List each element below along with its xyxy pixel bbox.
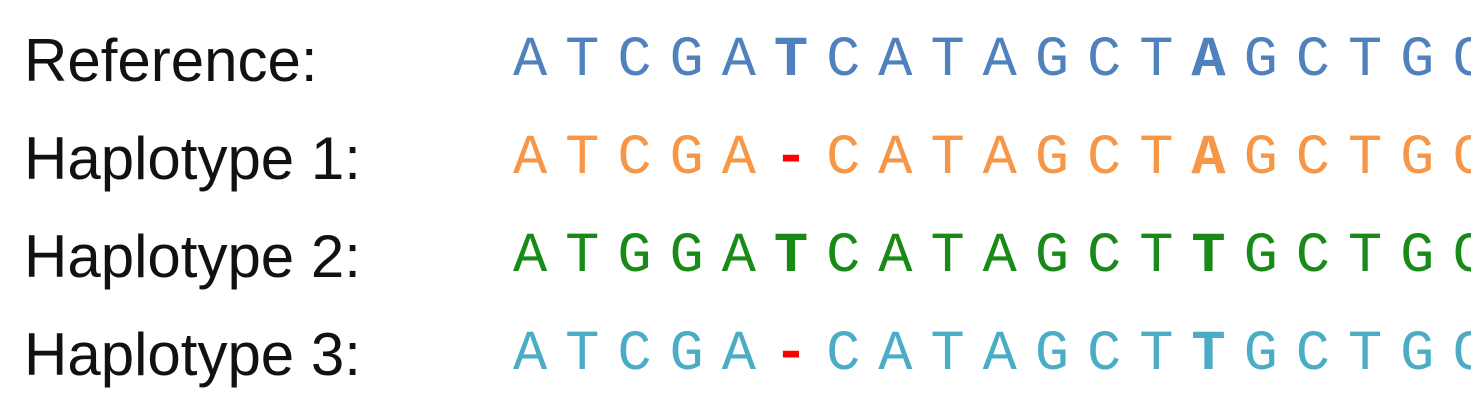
nucleotide-base: G	[1034, 323, 1070, 387]
nucleotide-base: A	[721, 323, 756, 387]
nucleotide-base: A	[878, 323, 913, 387]
nucleotide-base: A	[982, 29, 1017, 93]
nucleotide-base: G	[1400, 225, 1435, 289]
nucleotide-base: C	[1295, 29, 1331, 93]
variant-base: T	[1191, 225, 1226, 289]
nucleotide-base: C	[826, 323, 861, 387]
row-label-haplotype-1: Haplotype 1:	[24, 125, 361, 192]
nucleotide-base: C	[1295, 127, 1331, 191]
nucleotide-base: C	[1295, 225, 1331, 289]
nucleotide-base: A	[512, 225, 548, 289]
nucleotide-base: C	[826, 127, 861, 191]
nucleotide-base: C	[1087, 323, 1122, 387]
nucleotide-base: G	[1400, 127, 1435, 191]
nucleotide-base: A	[721, 29, 756, 93]
nucleotide-base: G	[617, 225, 652, 289]
nucleotide-base: A	[982, 127, 1017, 191]
nucleotide-base: T	[1139, 225, 1174, 289]
row-label-haplotype-3: Haplotype 3:	[24, 321, 361, 388]
nucleotide-base: T	[1347, 29, 1383, 93]
nucleotide-base: A	[982, 323, 1017, 387]
nucleotide-base: C	[617, 127, 652, 191]
variant-base: A	[1191, 29, 1226, 93]
nucleotide-base: G	[669, 127, 704, 191]
nucleotide-base: T	[1347, 127, 1383, 191]
nucleotide-base: C	[617, 29, 652, 93]
alignment-row-haplotype-2: Haplotype 2: ATGGATCATAGCTTGCTGCG	[0, 208, 1471, 306]
nucleotide-base: C	[826, 225, 861, 289]
nucleotide-base: C	[1087, 29, 1122, 93]
variant-base: T	[773, 225, 809, 289]
nucleotide-base: A	[878, 127, 913, 191]
nucleotide-base: G	[669, 225, 704, 289]
nucleotide-base: G	[669, 29, 704, 93]
nucleotide-base: C	[617, 323, 652, 387]
nucleotide-base: C	[1087, 127, 1122, 191]
nucleotide-base: T	[1139, 29, 1174, 93]
nucleotide-base: G	[1243, 225, 1278, 289]
nucleotide-base: C	[1452, 225, 1471, 289]
nucleotide-base: T	[930, 323, 965, 387]
nucleotide-base: G	[1400, 323, 1435, 387]
nucleotide-base: A	[512, 127, 548, 191]
nucleotide-base: G	[1243, 29, 1278, 93]
nucleotide-base: T	[930, 127, 965, 191]
nucleotide-base: C	[1087, 225, 1122, 289]
nucleotide-base: T	[1139, 323, 1174, 387]
nucleotide-base: A	[512, 323, 548, 387]
alignment-row-reference: Reference: ATCGATCATAGCTAGCTGCG	[0, 12, 1471, 110]
sequence-haplotype-2: ATGGATCATAGCTTGCTGCG	[504, 208, 1471, 306]
nucleotide-base: A	[982, 225, 1017, 289]
nucleotide-base: T	[565, 225, 600, 289]
variant-base: T	[773, 29, 809, 93]
row-label-haplotype-2: Haplotype 2:	[24, 223, 361, 290]
nucleotide-base: G	[1034, 29, 1070, 93]
sequence-reference: ATCGATCATAGCTAGCTGCG	[504, 12, 1471, 110]
nucleotide-base: G	[669, 323, 704, 387]
nucleotide-base: T	[565, 29, 600, 93]
nucleotide-base: T	[565, 127, 600, 191]
nucleotide-base: A	[878, 29, 913, 93]
nucleotide-base: C	[1452, 29, 1471, 93]
nucleotide-base: A	[721, 225, 756, 289]
nucleotide-base: G	[1034, 225, 1070, 289]
nucleotide-base: T	[930, 225, 965, 289]
nucleotide-base: G	[1243, 127, 1278, 191]
variant-base: T	[1191, 323, 1226, 387]
nucleotide-base: G	[1243, 323, 1278, 387]
nucleotide-base: A	[878, 225, 913, 289]
nucleotide-base: A	[512, 29, 548, 93]
nucleotide-base: C	[1452, 127, 1471, 191]
deletion-gap: -	[773, 323, 809, 387]
nucleotide-base: G	[1034, 127, 1070, 191]
nucleotide-base: G	[1400, 29, 1435, 93]
nucleotide-base: T	[1139, 127, 1174, 191]
nucleotide-base: C	[1295, 323, 1331, 387]
nucleotide-base: T	[565, 323, 600, 387]
deletion-gap: -	[773, 127, 809, 191]
nucleotide-base: T	[1347, 323, 1383, 387]
nucleotide-base: T	[1347, 225, 1383, 289]
nucleotide-base: T	[930, 29, 965, 93]
nucleotide-base: C	[1452, 323, 1471, 387]
nucleotide-base: A	[721, 127, 756, 191]
row-label-reference: Reference:	[24, 27, 318, 94]
variant-base: A	[1191, 127, 1226, 191]
nucleotide-base: C	[826, 29, 861, 93]
